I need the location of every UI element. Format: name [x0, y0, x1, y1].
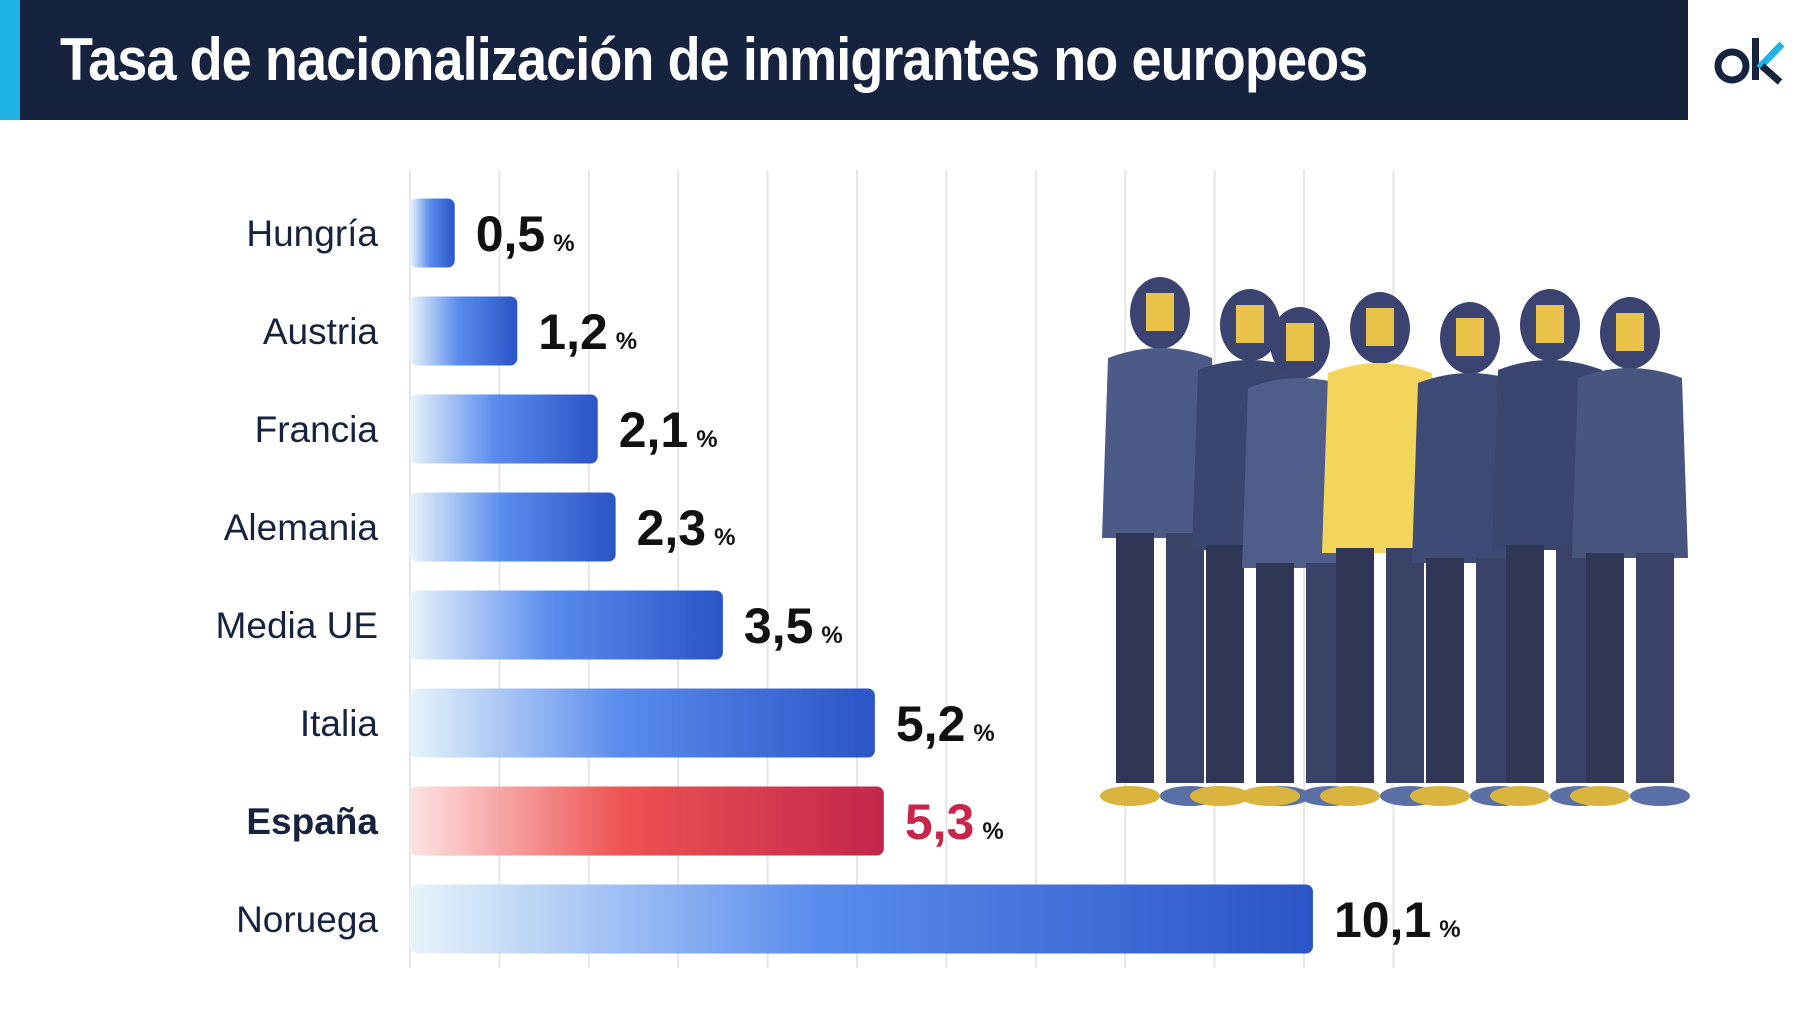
value-label: 1,2% [538, 304, 637, 360]
value-label: 5,2% [896, 696, 995, 752]
bar-row: Italia 5,2% [300, 688, 995, 758]
person-figure [1100, 277, 1220, 806]
category-label: Media UE [216, 605, 378, 646]
category-label: Francia [255, 409, 379, 450]
bar-row: Media UE 3,5% [216, 590, 843, 660]
value-number: 0,5 [476, 206, 546, 262]
bar [410, 590, 723, 660]
value-unit: % [821, 622, 842, 649]
bar-row: Hungría 0,5% [246, 198, 575, 268]
category-label: Italia [300, 703, 379, 744]
person-figures [1100, 277, 1690, 806]
bar-row: Alemania 2,3% [224, 492, 736, 562]
category-label: Noruega [236, 899, 378, 940]
value-number: 5,2 [896, 696, 966, 752]
value-unit: % [553, 230, 574, 257]
bar [410, 492, 616, 562]
value-unit: % [616, 328, 637, 355]
bar-row: Francia 2,1% [255, 394, 718, 464]
bar [410, 688, 875, 758]
page-title: Tasa de nacionalización de inmigrantes n… [60, 26, 1368, 93]
bar [410, 884, 1313, 954]
value-label: 10,1% [1334, 892, 1461, 948]
bar [410, 198, 455, 268]
category-label: España [246, 801, 378, 842]
person-figure [1320, 292, 1440, 806]
bar [410, 786, 884, 856]
value-label: 0,5% [476, 206, 575, 262]
value-unit: % [696, 426, 717, 453]
value-unit: % [973, 720, 994, 747]
person-figure [1570, 297, 1690, 806]
value-number: 1,2 [538, 304, 608, 360]
value-number: 2,1 [619, 402, 689, 458]
accent-strip [0, 0, 20, 120]
category-label: Hungría [246, 213, 378, 254]
value-number: 10,1 [1334, 892, 1431, 948]
value-label: 2,3% [637, 500, 736, 556]
bar [410, 394, 598, 464]
value-unit: % [1439, 916, 1460, 943]
value-label: 5,3% [905, 794, 1004, 850]
value-unit: % [982, 818, 1003, 845]
category-label: Alemania [224, 507, 379, 548]
bar-row: España 5,3% [246, 786, 1004, 856]
bar-row: Austria 1,2% [263, 296, 637, 366]
ok-logo [1714, 38, 1785, 85]
people-photo [1100, 277, 1690, 806]
value-unit: % [714, 524, 735, 551]
value-label: 3,5% [744, 598, 843, 654]
category-label: Austria [263, 311, 379, 352]
value-label: 2,1% [619, 402, 718, 458]
value-number: 2,3 [637, 500, 707, 556]
value-number: 3,5 [744, 598, 814, 654]
bar-row: Noruega 10,1% [236, 884, 1461, 954]
bar [410, 296, 518, 366]
header-bar: Tasa de nacionalización de inmigrantes n… [20, 0, 1688, 120]
value-number: 5,3 [905, 794, 975, 850]
